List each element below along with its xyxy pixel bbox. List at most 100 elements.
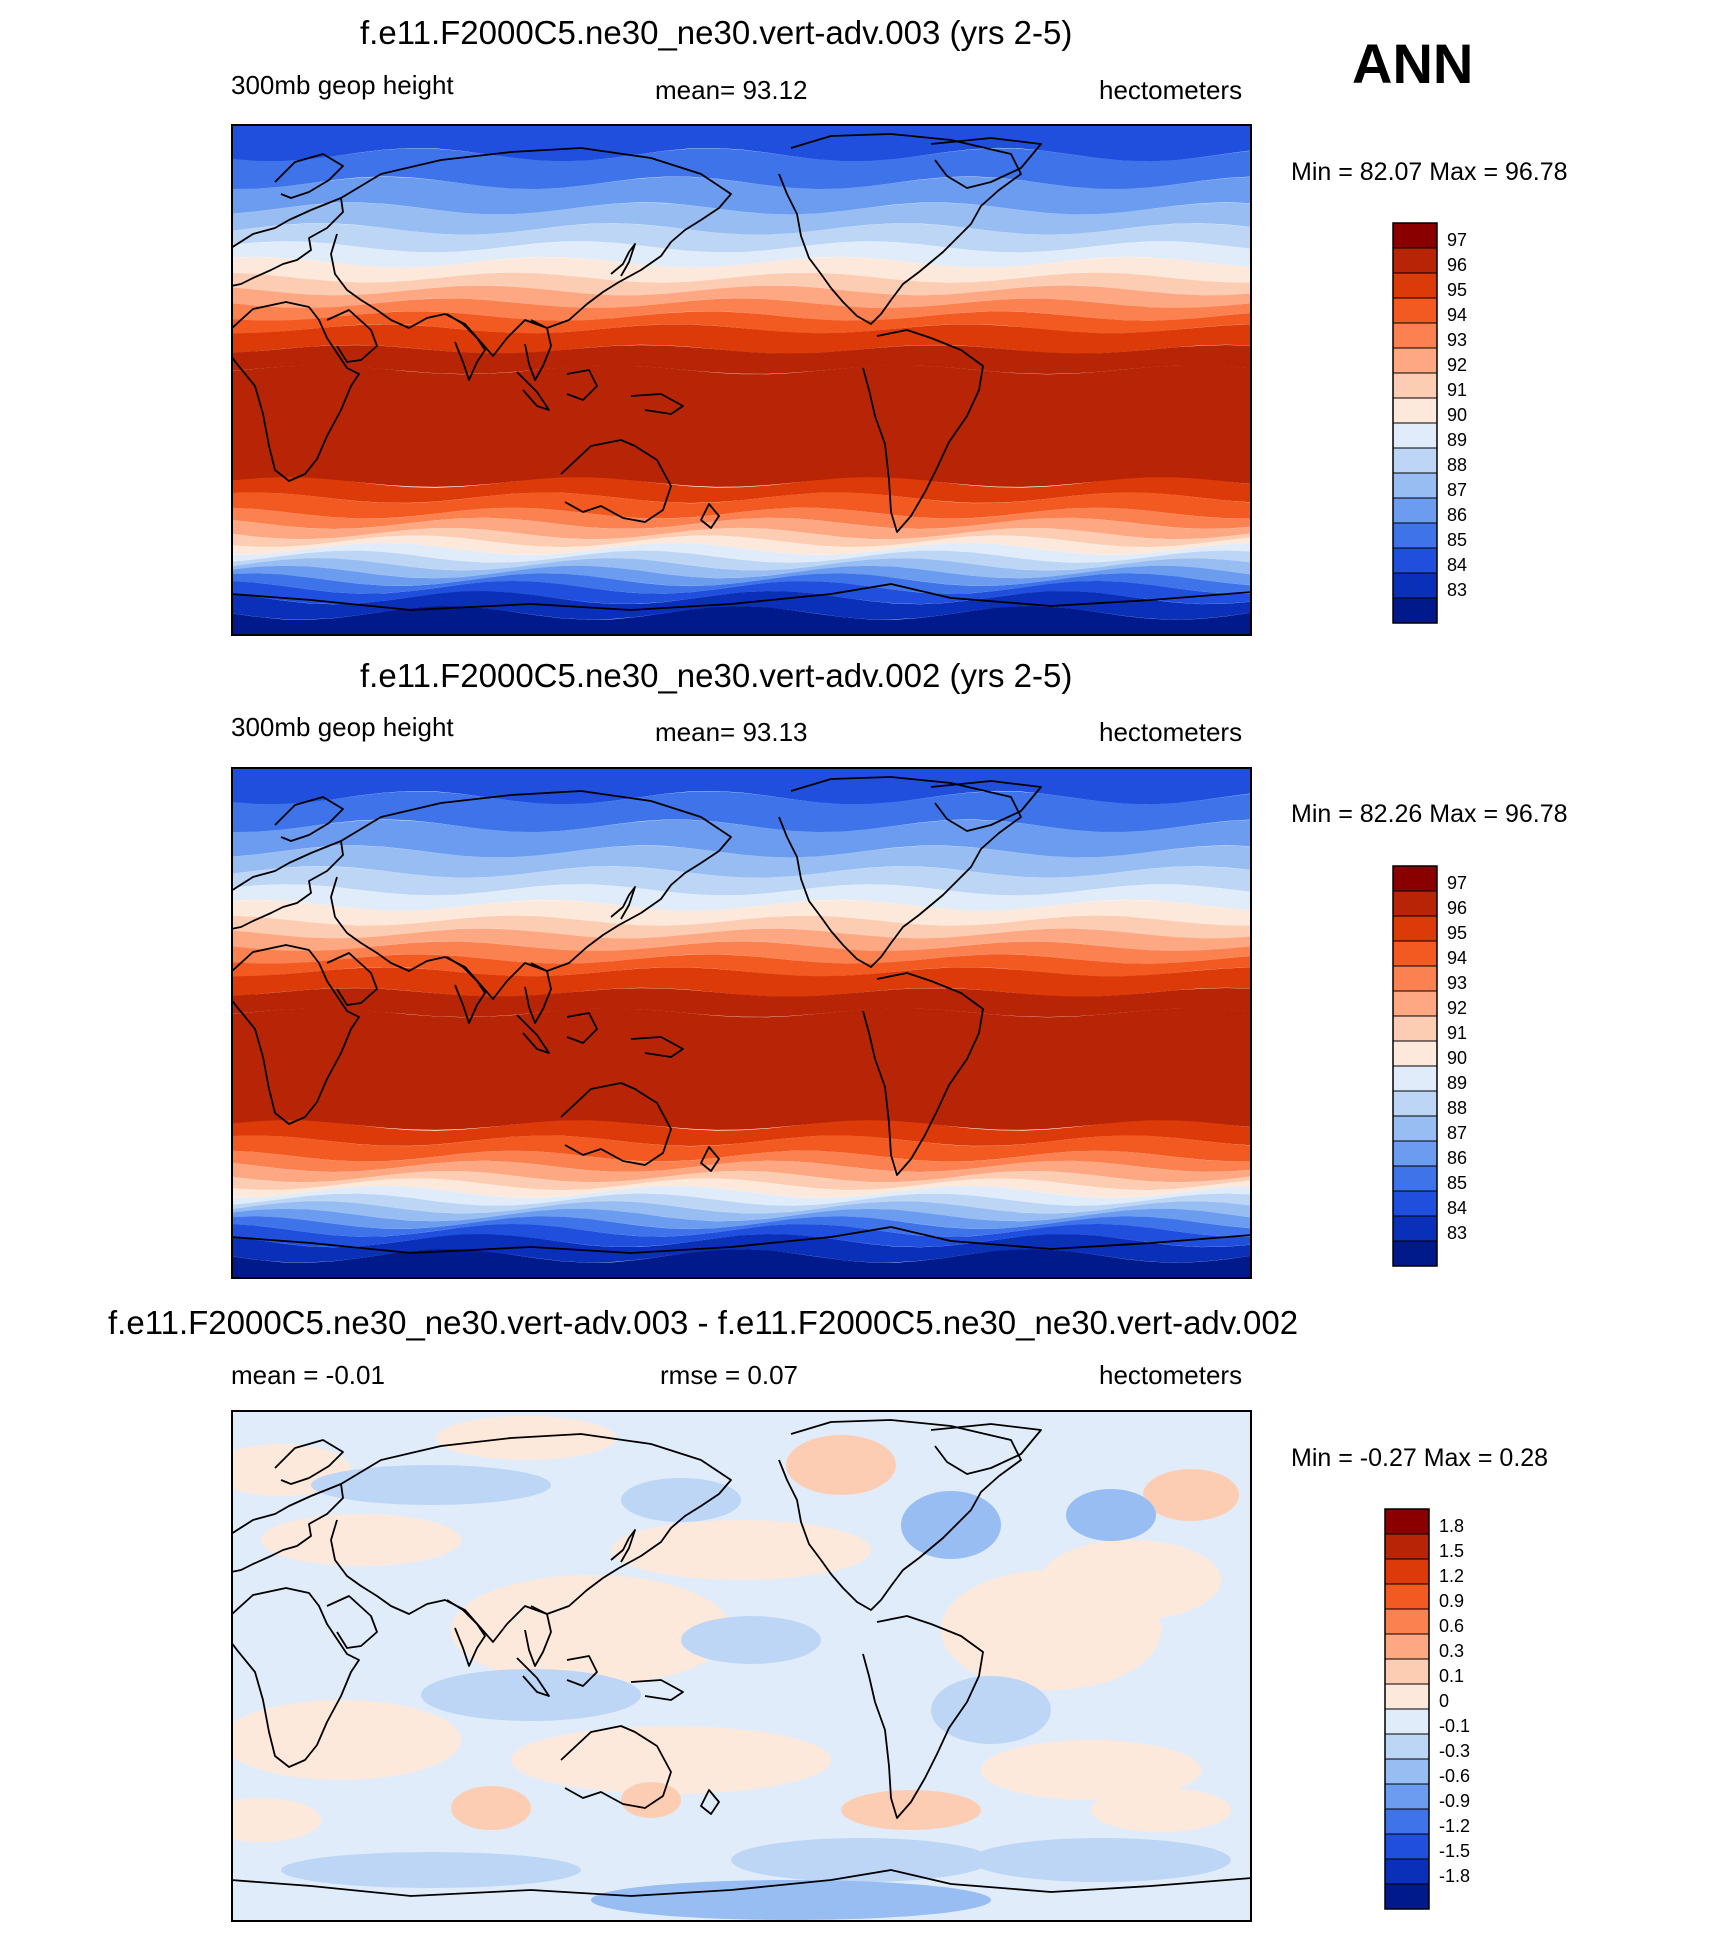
colorbar-box	[1392, 422, 1438, 449]
contour-band	[231, 565, 1252, 586]
contour-patch	[451, 1786, 531, 1830]
colorbar-tick-label: 1.5	[1439, 1541, 1464, 1561]
contour-band	[231, 580, 1252, 605]
coastline-5	[446, 1599, 486, 1667]
contour-patch	[511, 1726, 831, 1794]
panel3-minmax-label: Min = -0.27 Max = 0.28	[1291, 1444, 1549, 1472]
contour-band	[231, 845, 1252, 878]
colorbar-box	[1392, 497, 1438, 524]
contour-band	[231, 550, 1252, 571]
contour-band	[231, 311, 1252, 334]
colorbar-tick-label: 88	[1447, 1098, 1467, 1118]
colorbar-tick-label: -1.8	[1439, 1866, 1470, 1886]
contour-band	[231, 1008, 1252, 1130]
panel1-colorbar: 97 96 95 94 93 92 91 90 89 88 87 86 85 84 83	[1392, 222, 1467, 624]
colorbar-tick-label: 91	[1447, 1023, 1467, 1043]
coastline-6	[524, 1605, 552, 1667]
coastline-11	[560, 1082, 672, 1166]
colorbar-box	[1392, 1040, 1438, 1067]
coastline-4	[330, 790, 732, 1000]
colorbar-box	[1392, 1215, 1438, 1242]
contour-patch	[841, 1790, 981, 1830]
contour-band	[231, 223, 1252, 253]
contour-band	[231, 819, 1252, 858]
colorbar-box	[1392, 1240, 1438, 1267]
colorbar-box	[1392, 447, 1438, 474]
colorbar-tick-label: -0.3	[1439, 1741, 1470, 1761]
colorbar-tick-label: 87	[1447, 1123, 1467, 1143]
contour-band	[231, 507, 1252, 529]
coastlines	[231, 776, 1252, 1254]
coastline-1	[326, 1595, 378, 1649]
contour-patch	[451, 1575, 731, 1685]
colorbar-box	[1392, 940, 1438, 967]
coastline-1	[326, 309, 378, 363]
colorbar-box	[1384, 1883, 1430, 1910]
coastline-8	[516, 1014, 550, 1054]
coastline-8	[516, 1657, 550, 1697]
colorbar-tick-label: 0.1	[1439, 1666, 1464, 1686]
contour-band	[231, 527, 1252, 548]
colorbar-tick-label: 93	[1447, 973, 1467, 993]
colorbar-tick-label: 83	[1447, 580, 1467, 600]
colorbar-tick-label: 94	[1447, 305, 1467, 325]
contour-patch	[1091, 1788, 1231, 1832]
colorbar-tick-label: 1.2	[1439, 1566, 1464, 1586]
coastline-4	[330, 1433, 732, 1643]
contour-band	[231, 257, 1252, 283]
colorbar-tick-label: 90	[1447, 1048, 1467, 1068]
contour-band	[231, 1135, 1252, 1162]
contour-band	[231, 176, 1252, 215]
coastline-7	[610, 243, 636, 277]
contour-patch	[901, 1491, 1001, 1559]
contour-band	[231, 941, 1252, 964]
panel3-mean-label: mean = -0.01	[231, 1360, 385, 1390]
colorbar-box	[1384, 1658, 1430, 1685]
colorbar-box	[1384, 1683, 1430, 1710]
contour-band	[231, 900, 1252, 926]
coastline-13	[778, 1419, 1022, 1611]
colorbar-box	[1392, 397, 1438, 424]
colorbar-tick-label: 1.8	[1439, 1516, 1464, 1536]
coastline-12	[700, 503, 720, 529]
coastline-9	[566, 369, 598, 401]
colorbar-box	[1384, 1533, 1430, 1560]
contour-band	[231, 1150, 1252, 1172]
contour-patch	[971, 1838, 1231, 1882]
contour-patch	[931, 1676, 1051, 1744]
colorbar-tick-label: 96	[1447, 255, 1467, 275]
contour-fill	[231, 1410, 1252, 1922]
contour-band	[231, 1249, 1252, 1279]
colorbar-tick-label: -0.1	[1439, 1716, 1470, 1736]
colorbar-box	[1392, 597, 1438, 624]
panel2-title: f.e11.F2000C5.ne30_ne30.vert-adv.002 (yr…	[360, 657, 1073, 694]
colorbar-tick-label: 0.6	[1439, 1616, 1464, 1636]
panel3-title: f.e11.F2000C5.ne30_ne30.vert-adv.003 - f…	[108, 1304, 1299, 1341]
contour-patch	[786, 1435, 896, 1495]
panel3-map	[231, 1410, 1252, 1922]
panel1-title: f.e11.F2000C5.ne30_ne30.vert-adv.003 (yr…	[360, 14, 1073, 51]
colorbar-box	[1392, 347, 1438, 374]
contour-fill	[231, 767, 1252, 1279]
contour-band	[231, 606, 1252, 636]
contour-band	[231, 345, 1252, 374]
colorbar-box	[1392, 372, 1438, 399]
contour-band	[231, 324, 1252, 354]
coastline-2	[231, 1483, 344, 1573]
colorbar-tick-label: -0.9	[1439, 1791, 1470, 1811]
colorbar-tick-label: 95	[1447, 923, 1467, 943]
colorbar-box	[1392, 915, 1438, 942]
contour-band	[231, 767, 1252, 805]
contour-patch	[731, 1838, 991, 1882]
map-frame	[231, 1410, 1252, 1922]
colorbar-tick-label: 97	[1447, 230, 1467, 250]
colorbar-box	[1392, 547, 1438, 574]
contour-fill	[231, 124, 1252, 636]
contour-band	[231, 492, 1252, 519]
coastline-10	[630, 393, 684, 415]
coastline-3	[274, 153, 344, 199]
coastline-15	[862, 972, 984, 1176]
colorbar-box	[1384, 1608, 1430, 1635]
colorbar-tick-label: 84	[1447, 1198, 1467, 1218]
map-frame	[231, 124, 1252, 636]
